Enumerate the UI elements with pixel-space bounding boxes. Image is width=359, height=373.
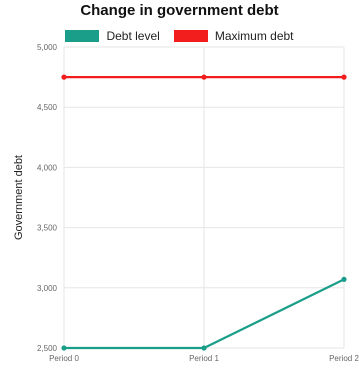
legend-label-maximum-debt: Maximum debt: [214, 29, 294, 43]
data-point-maximum-debt: [341, 74, 347, 80]
legend-swatch-maximum-debt: [173, 30, 208, 42]
legend-item-debt-level[interactable]: Debt level: [65, 29, 160, 43]
legend-item-maximum-debt[interactable]: Maximum debt: [173, 29, 294, 43]
x-tick-label: Period 0: [49, 354, 79, 363]
data-point-debt-level: [341, 276, 347, 282]
y-tick-label: 4,000: [37, 163, 58, 172]
y-tick-label: 5,000: [37, 43, 58, 52]
y-axis-title: Government debt: [13, 155, 25, 240]
y-tick-label: 3,500: [37, 224, 58, 233]
chart-legend: Debt level Maximum debt: [0, 29, 359, 43]
data-point-maximum-debt: [61, 74, 67, 80]
data-point-debt-level: [201, 345, 207, 351]
y-tick-label: 3,000: [37, 284, 58, 293]
legend-label-debt-level: Debt level: [106, 29, 160, 43]
data-point-maximum-debt: [201, 74, 207, 80]
x-tick-label: Period 2: [329, 354, 359, 363]
y-tick-label: 4,500: [37, 103, 58, 112]
legend-swatch-debt-level: [65, 30, 100, 42]
chart-title: Change in government debt: [80, 2, 279, 19]
data-point-debt-level: [61, 345, 67, 351]
x-tick-label: Period 1: [189, 354, 219, 363]
y-tick-label: 2,500: [37, 344, 58, 353]
